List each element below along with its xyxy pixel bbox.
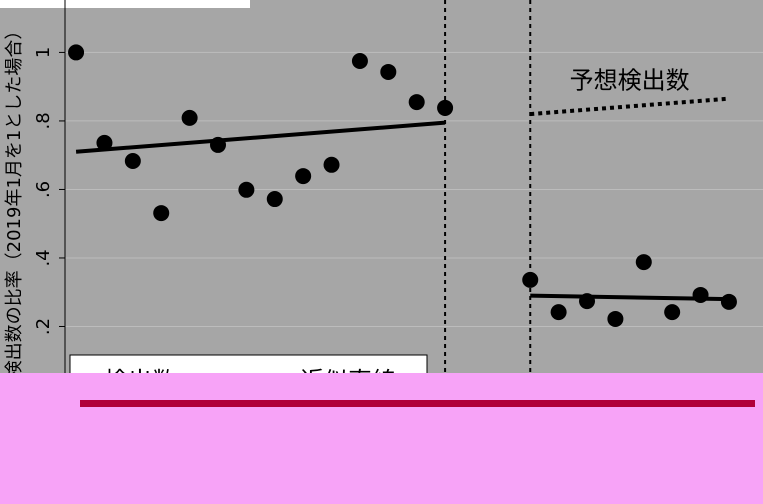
y-tick-label: .6 (33, 181, 54, 198)
title-area (0, 0, 250, 8)
point (266, 191, 283, 208)
point (437, 99, 454, 116)
point (238, 181, 255, 198)
point (96, 134, 113, 151)
point (68, 44, 85, 61)
point (664, 304, 681, 321)
y-tick-label: 1 (33, 47, 54, 58)
expected-line (530, 96, 730, 117)
fit-line (75, 120, 729, 302)
point (323, 156, 340, 173)
annotation: 予想検出数 (570, 66, 690, 94)
point (124, 153, 141, 170)
overlay-fill (0, 373, 763, 504)
point (295, 168, 312, 185)
point (522, 271, 539, 288)
y-tick-label: .8 (33, 112, 54, 129)
point (607, 310, 624, 327)
y-tick-label: .4 (33, 249, 54, 266)
corrupted-region (0, 373, 763, 504)
point (181, 109, 198, 126)
point (380, 63, 397, 80)
point (635, 254, 652, 271)
overlay-stripe (80, 400, 755, 407)
point (550, 304, 567, 321)
point (351, 52, 368, 69)
point (153, 205, 170, 222)
y-axis-label: 検出数の比率（2019年1月を1とした場合） (4, 22, 25, 379)
y-tick-label: .2 (33, 318, 54, 335)
point (408, 94, 425, 111)
point (720, 293, 737, 310)
